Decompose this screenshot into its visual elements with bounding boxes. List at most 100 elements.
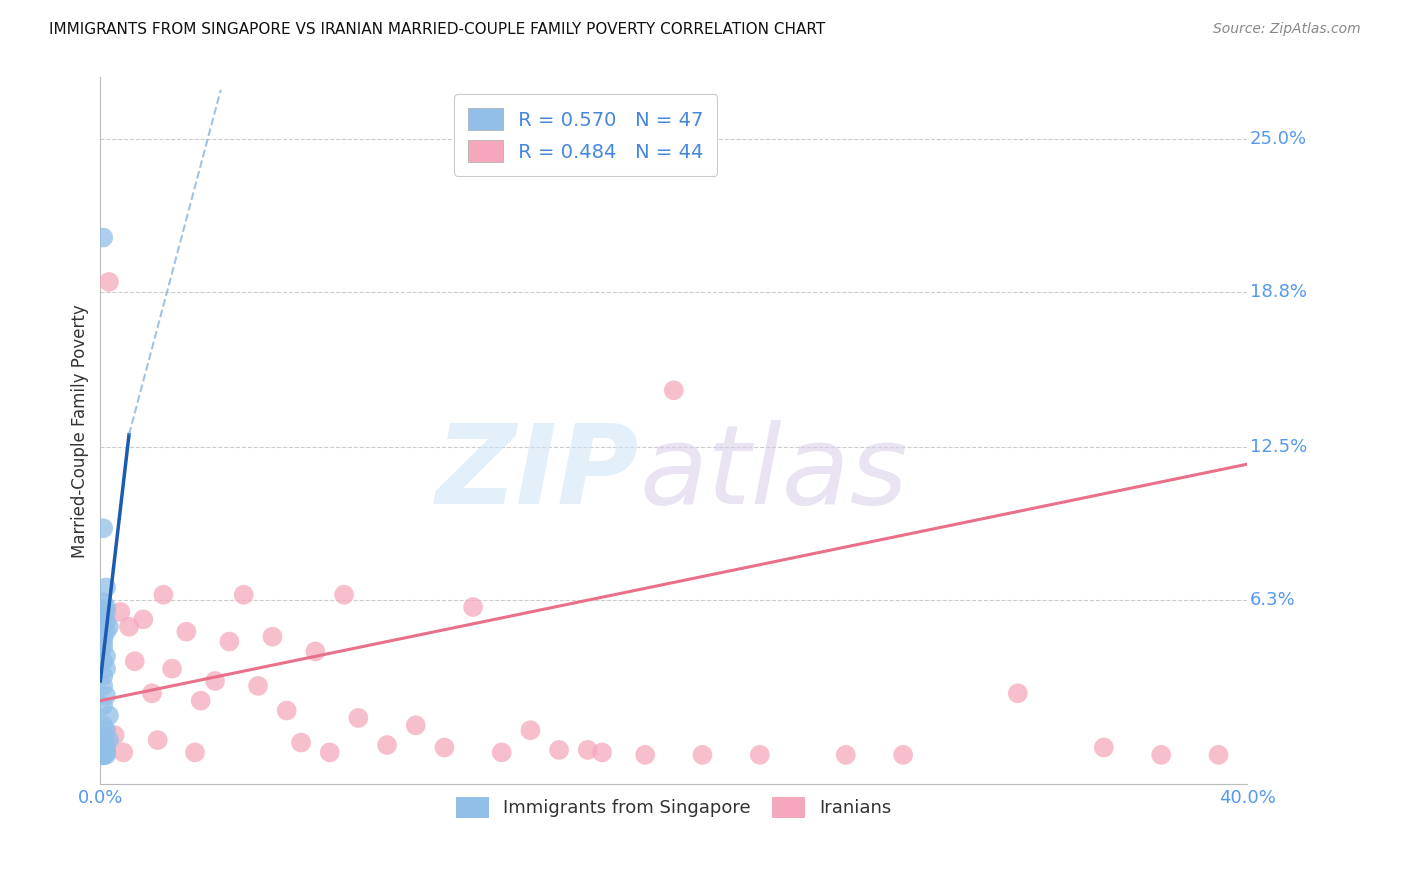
Point [333,588,356,602]
Point [91,669,114,683]
Point [97,275,120,289]
Point [548,743,571,757]
Point [94,605,117,619]
Point [94,624,117,639]
Point [91,747,114,762]
Point [97,733,120,747]
Point [91,735,114,749]
Point [91,634,114,648]
Legend: Immigrants from Singapore, Iranians: Immigrants from Singapore, Iranians [449,789,898,825]
Y-axis label: Married-Couple Family Poverty: Married-Couple Family Poverty [72,304,89,558]
Point [491,746,513,760]
Point [218,634,240,648]
Point [347,711,370,725]
Point [276,704,298,718]
Point [662,384,685,398]
Point [461,600,484,615]
Point [112,746,135,760]
Point [91,740,114,755]
Point [94,649,117,664]
Point [91,747,114,762]
Point [94,662,117,676]
Point [124,654,146,668]
Point [91,728,114,742]
Point [1208,747,1230,762]
Point [634,747,657,762]
Point [94,689,117,703]
Point [262,630,284,644]
Point [91,630,114,644]
Point [591,746,613,760]
Point [375,738,398,752]
Point [91,747,114,762]
Point [1150,747,1173,762]
Point [91,746,114,760]
Point [91,747,114,762]
Point [204,673,226,688]
Point [405,718,427,732]
Point [91,610,114,624]
Text: 6.3%: 6.3% [1250,591,1295,608]
Point [576,743,599,757]
Point [94,738,117,752]
Point [91,230,114,244]
Point [104,728,127,742]
Text: atlas: atlas [640,420,908,527]
Point [304,644,326,658]
Point [290,735,312,749]
Point [91,747,114,762]
Point [94,580,117,594]
Point [190,694,212,708]
Point [891,747,914,762]
Point [91,747,114,762]
Point [91,679,114,693]
Point [91,747,114,762]
Point [94,600,117,615]
Point [433,740,456,755]
Point [91,521,114,535]
Point [692,747,714,762]
Point [176,624,198,639]
Point [91,747,114,762]
Point [146,733,169,747]
Point [141,686,163,700]
Point [94,747,117,762]
Text: ZIP: ZIP [436,420,640,527]
Point [152,588,174,602]
Text: 12.5%: 12.5% [1250,438,1306,456]
Point [91,746,114,760]
Point [94,615,117,629]
Point [1007,686,1029,700]
Point [91,654,114,668]
Point [1092,740,1115,755]
Text: IMMIGRANTS FROM SINGAPORE VS IRANIAN MARRIED-COUPLE FAMILY POVERTY CORRELATION C: IMMIGRANTS FROM SINGAPORE VS IRANIAN MAR… [49,22,825,37]
Point [748,747,770,762]
Point [91,595,114,609]
Point [91,747,114,762]
Point [184,746,207,760]
Point [91,746,114,760]
Point [94,746,117,760]
Point [97,620,120,634]
Point [91,747,114,762]
Point [835,747,858,762]
Point [160,662,183,676]
Point [91,747,114,762]
Point [232,588,254,602]
Point [91,718,114,732]
Text: Source: ZipAtlas.com: Source: ZipAtlas.com [1213,22,1361,37]
Point [91,640,114,654]
Point [94,743,117,757]
Text: 25.0%: 25.0% [1250,130,1306,148]
Point [118,620,141,634]
Point [319,746,342,760]
Point [110,605,132,619]
Point [94,723,117,738]
Point [97,708,120,723]
Point [247,679,270,693]
Point [91,747,114,762]
Point [91,698,114,713]
Point [132,612,155,626]
Point [519,723,541,738]
Point [91,747,114,762]
